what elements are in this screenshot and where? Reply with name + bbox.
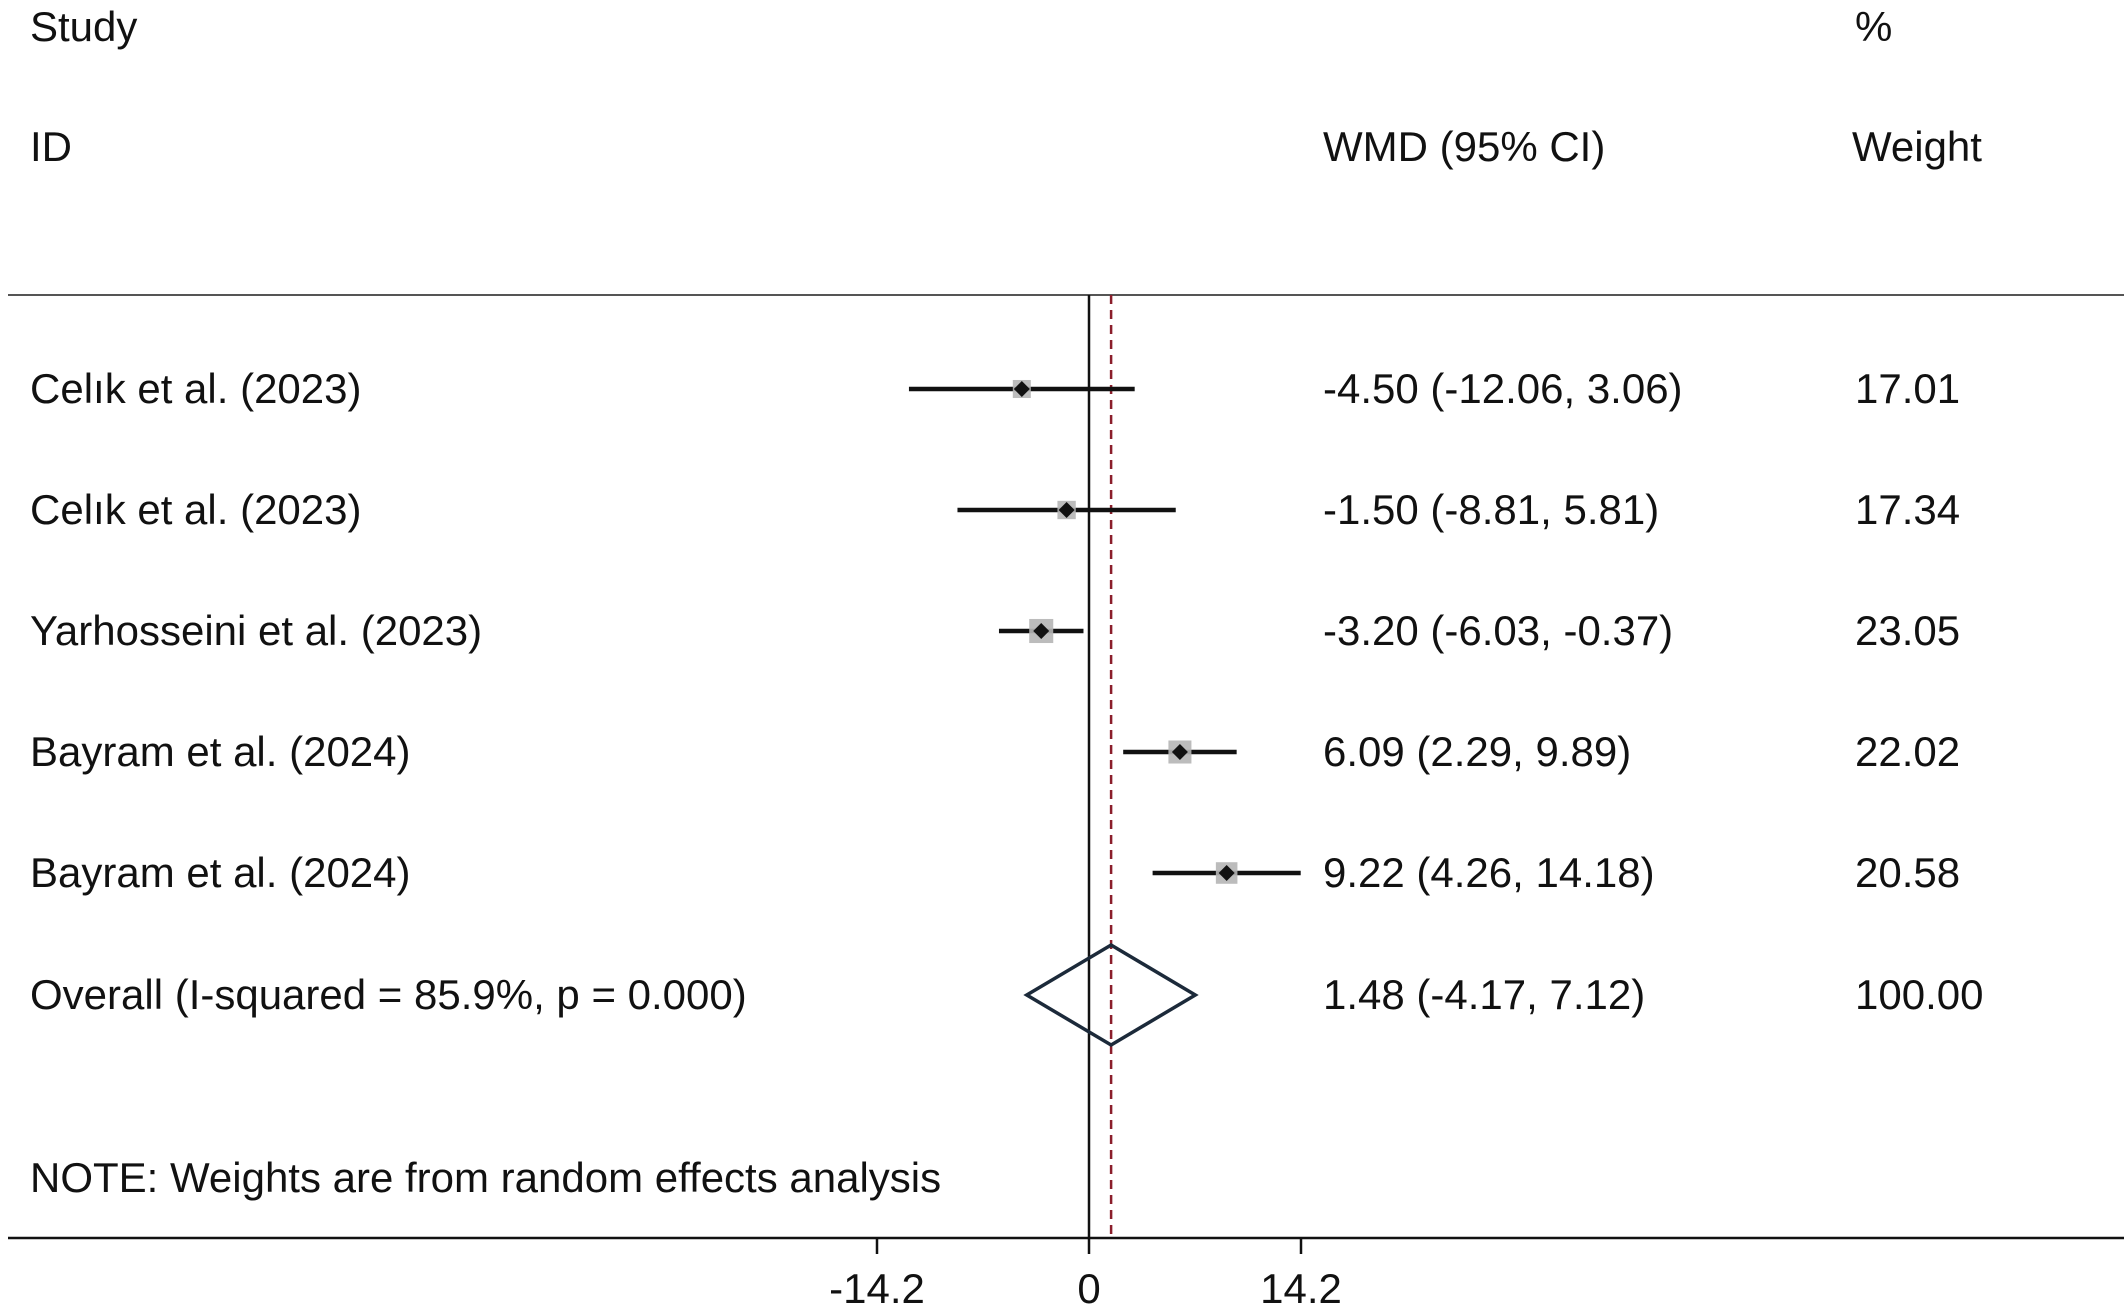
- study-label: Bayram et al. (2024): [30, 849, 411, 896]
- weight-value: 22.02: [1855, 728, 1961, 775]
- weight-value: 23.05: [1855, 607, 1961, 654]
- percent-header: %: [1855, 3, 1893, 50]
- study-label: Celık et al. (2023): [30, 365, 362, 412]
- x-tick-label: 14.2: [1260, 1265, 1342, 1312]
- weight-header: Weight: [1852, 123, 1982, 170]
- weight-value: 20.58: [1855, 849, 1961, 896]
- x-tick-label: 0: [1077, 1265, 1101, 1312]
- ci-text: 6.09 (2.29, 9.89): [1323, 728, 1632, 775]
- footnote: NOTE: Weights are from random effects an…: [30, 1154, 942, 1201]
- point-estimate: [1058, 502, 1075, 518]
- study-header: Study: [30, 3, 138, 50]
- weight-value: 17.34: [1855, 486, 1961, 533]
- overall-ci-text: 1.48 (-4.17, 7.12): [1323, 971, 1646, 1018]
- weight-value: 17.01: [1855, 365, 1961, 412]
- id-header: ID: [30, 123, 72, 170]
- ci-text: -4.50 (-12.06, 3.06): [1323, 365, 1683, 412]
- overall-weight-value: 100.00: [1855, 971, 1984, 1018]
- ci-text: 9.22 (4.26, 14.18): [1323, 849, 1655, 896]
- study-label: Yarhosseini et al. (2023): [30, 607, 483, 654]
- point-estimate: [1013, 381, 1030, 397]
- x-tick-label: -14.2: [829, 1265, 925, 1312]
- point-estimate: [1033, 623, 1050, 639]
- ci-text: -1.50 (-8.81, 5.81): [1323, 486, 1660, 533]
- point-estimate: [1218, 865, 1235, 881]
- effect-header: WMD (95% CI): [1323, 123, 1606, 170]
- study-label: Bayram et al. (2024): [30, 728, 411, 775]
- study-label: Celık et al. (2023): [30, 486, 362, 533]
- ci-text: -3.20 (-6.03, -0.37): [1323, 607, 1674, 654]
- overall-diamond: [1023, 942, 1199, 1048]
- overall-label: Overall (I-squared = 85.9%, p = 0.000): [30, 971, 747, 1018]
- point-estimate: [1171, 744, 1188, 760]
